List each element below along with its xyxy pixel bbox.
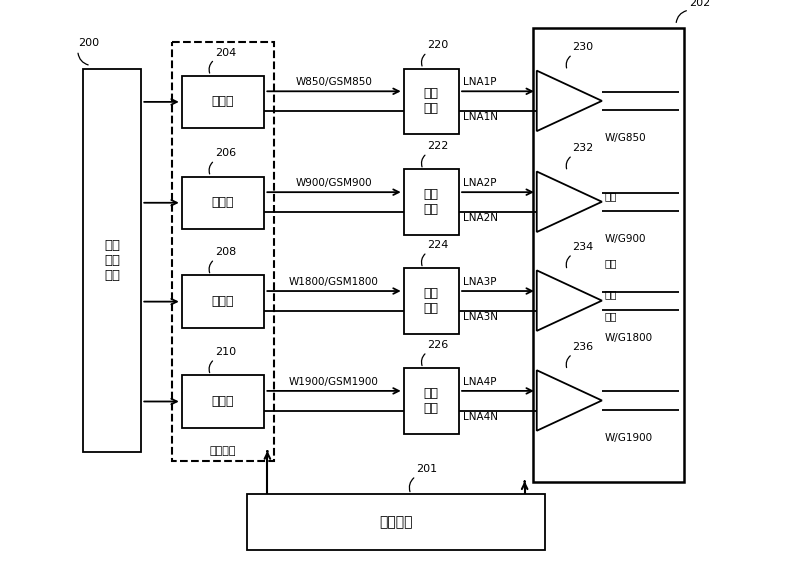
Bar (404, 170, 459, 235)
Polygon shape (537, 71, 602, 131)
Text: 204: 204 (215, 48, 236, 58)
Text: 双工器: 双工器 (212, 395, 235, 408)
Polygon shape (537, 171, 602, 232)
Text: 200: 200 (78, 39, 99, 48)
Text: 210: 210 (215, 347, 236, 357)
Bar (182, 177, 264, 229)
Bar (182, 375, 264, 428)
Text: LNA1N: LNA1N (463, 113, 498, 122)
Text: W1900/GSM1900: W1900/GSM1900 (289, 377, 379, 387)
Text: 202: 202 (689, 0, 711, 8)
Text: 基带芯牌: 基带芯牌 (379, 515, 412, 529)
Text: W/G1900: W/G1900 (605, 433, 653, 443)
Text: 双工器: 双工器 (212, 196, 235, 209)
Text: LNA3P: LNA3P (463, 277, 497, 287)
Text: LNA3N: LNA3N (463, 312, 498, 322)
Text: 双工器: 双工器 (212, 95, 235, 108)
Bar (83, 68, 142, 452)
Bar (182, 76, 264, 128)
Bar (404, 269, 459, 334)
Text: 收发: 收发 (605, 290, 618, 300)
Text: 224: 224 (427, 240, 449, 250)
Bar (404, 368, 459, 434)
Text: 射频: 射频 (605, 258, 618, 269)
Text: LNA4P: LNA4P (463, 377, 497, 387)
Text: 206: 206 (215, 148, 236, 158)
Text: 220: 220 (427, 40, 449, 51)
Text: 匹配
电路: 匹配 电路 (424, 87, 439, 116)
Text: 滤波装置: 滤波装置 (210, 446, 236, 456)
Text: 匹配
电路: 匹配 电路 (424, 188, 439, 216)
Text: W900/GSM900: W900/GSM900 (296, 178, 372, 188)
Text: LNA4N: LNA4N (463, 412, 498, 422)
Polygon shape (537, 370, 602, 431)
Bar (533, 28, 684, 482)
Text: 208: 208 (215, 247, 236, 257)
Text: 匹配
电路: 匹配 电路 (424, 287, 439, 315)
Text: 匹配
电路: 匹配 电路 (424, 387, 439, 415)
Text: 226: 226 (427, 340, 449, 350)
Text: W850/GSM850: W850/GSM850 (296, 77, 372, 87)
Text: 天线
开关
模组: 天线 开关 模组 (104, 239, 120, 282)
Text: W1800/GSM1800: W1800/GSM1800 (289, 277, 379, 287)
Text: W/G850: W/G850 (605, 133, 647, 143)
Text: 232: 232 (572, 143, 593, 154)
Bar (172, 43, 275, 461)
Text: 201: 201 (416, 464, 437, 474)
Text: 双工器: 双工器 (212, 295, 235, 308)
Text: 230: 230 (572, 43, 593, 52)
Text: W/G1800: W/G1800 (605, 333, 653, 343)
Bar (182, 275, 264, 328)
Polygon shape (537, 270, 602, 331)
Text: 236: 236 (572, 342, 593, 352)
Text: 双模: 双模 (605, 191, 618, 201)
Bar (404, 68, 459, 134)
Text: W/G900: W/G900 (605, 234, 646, 244)
Text: 装置: 装置 (605, 310, 618, 321)
Text: LNA2P: LNA2P (463, 178, 497, 188)
Text: 234: 234 (572, 242, 593, 252)
Bar (247, 494, 545, 550)
Text: LNA2N: LNA2N (463, 213, 498, 223)
Text: 222: 222 (427, 141, 449, 151)
Text: LNA1P: LNA1P (463, 77, 497, 87)
